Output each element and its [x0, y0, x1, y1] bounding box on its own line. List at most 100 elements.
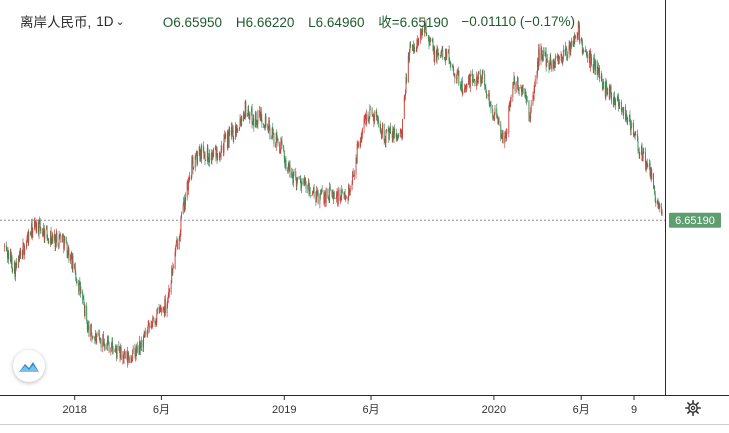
candle — [584, 50, 586, 53]
candle — [633, 134, 635, 137]
candle — [396, 137, 398, 141]
candle — [265, 116, 267, 127]
candle — [536, 74, 538, 80]
candle — [237, 129, 239, 131]
candle — [488, 93, 490, 97]
candle — [226, 133, 228, 148]
candle — [323, 192, 325, 203]
candle — [152, 317, 154, 321]
candle — [373, 114, 375, 123]
candle — [360, 137, 362, 139]
candle — [372, 114, 374, 118]
candle — [429, 40, 431, 42]
candle — [163, 307, 165, 309]
candle — [48, 242, 50, 244]
candle — [498, 118, 500, 124]
candle — [313, 187, 314, 193]
candle — [638, 149, 640, 155]
candle — [437, 51, 439, 54]
candle — [83, 305, 85, 317]
candle — [268, 120, 270, 132]
x-tick-label: 2019 — [272, 404, 296, 416]
candle — [425, 23, 426, 30]
candle — [401, 133, 403, 138]
candle — [212, 152, 213, 158]
candle — [569, 45, 571, 46]
candle — [573, 36, 575, 46]
candle — [657, 200, 659, 209]
wave-logo-icon[interactable] — [13, 350, 45, 382]
candle — [27, 234, 29, 244]
candle — [172, 267, 174, 269]
candle — [261, 119, 263, 124]
gear-icon[interactable] — [683, 398, 703, 418]
high-value: H6.66220 — [235, 15, 295, 30]
candle — [588, 53, 590, 59]
candle — [554, 62, 556, 68]
candle — [516, 77, 518, 82]
candle — [573, 36, 575, 43]
candle — [649, 163, 651, 176]
candle — [313, 187, 315, 197]
candle — [187, 181, 189, 191]
candle — [304, 177, 306, 185]
candle — [244, 116, 246, 119]
candle — [397, 134, 399, 140]
candle — [279, 151, 281, 153]
candle — [263, 125, 265, 127]
candle — [225, 133, 227, 138]
candle — [476, 76, 478, 86]
candle — [28, 232, 30, 244]
candle — [328, 198, 329, 199]
candle — [595, 60, 596, 71]
candle — [175, 245, 177, 253]
candle — [191, 157, 193, 161]
candle — [220, 150, 222, 157]
candle — [271, 138, 273, 140]
candle — [25, 242, 27, 249]
candle — [614, 95, 615, 100]
candle — [609, 89, 611, 100]
candle — [371, 109, 373, 115]
candle — [333, 192, 335, 200]
candle — [10, 253, 12, 264]
candle — [283, 145, 285, 151]
interval-selector[interactable]: 1D ⌄ — [96, 14, 124, 29]
candle — [329, 186, 331, 201]
candle — [299, 176, 301, 180]
candle — [512, 84, 514, 98]
candle — [218, 154, 220, 158]
candle — [335, 198, 337, 200]
candle — [625, 114, 627, 120]
candle — [505, 132, 507, 139]
candle — [618, 105, 620, 107]
candle — [252, 118, 254, 125]
candle — [530, 112, 532, 118]
candle — [128, 357, 130, 363]
candle — [574, 35, 576, 43]
candle — [106, 339, 108, 347]
candle — [626, 119, 628, 123]
candle — [201, 145, 203, 160]
candle — [552, 59, 554, 69]
candle — [325, 188, 327, 204]
candle — [368, 121, 370, 122]
candle — [367, 114, 369, 122]
candle — [243, 112, 245, 119]
candle — [273, 133, 275, 144]
candle — [453, 69, 455, 75]
candle — [409, 50, 410, 61]
candle — [38, 219, 40, 234]
candle — [462, 91, 464, 94]
candle — [75, 280, 77, 282]
candle — [317, 192, 319, 204]
candle — [277, 138, 279, 144]
candle — [649, 163, 650, 167]
candle — [510, 99, 511, 107]
candle — [245, 101, 247, 117]
candle — [348, 184, 350, 200]
symbol-name[interactable]: 离岸人民币, — [20, 15, 92, 30]
candle — [272, 128, 274, 135]
